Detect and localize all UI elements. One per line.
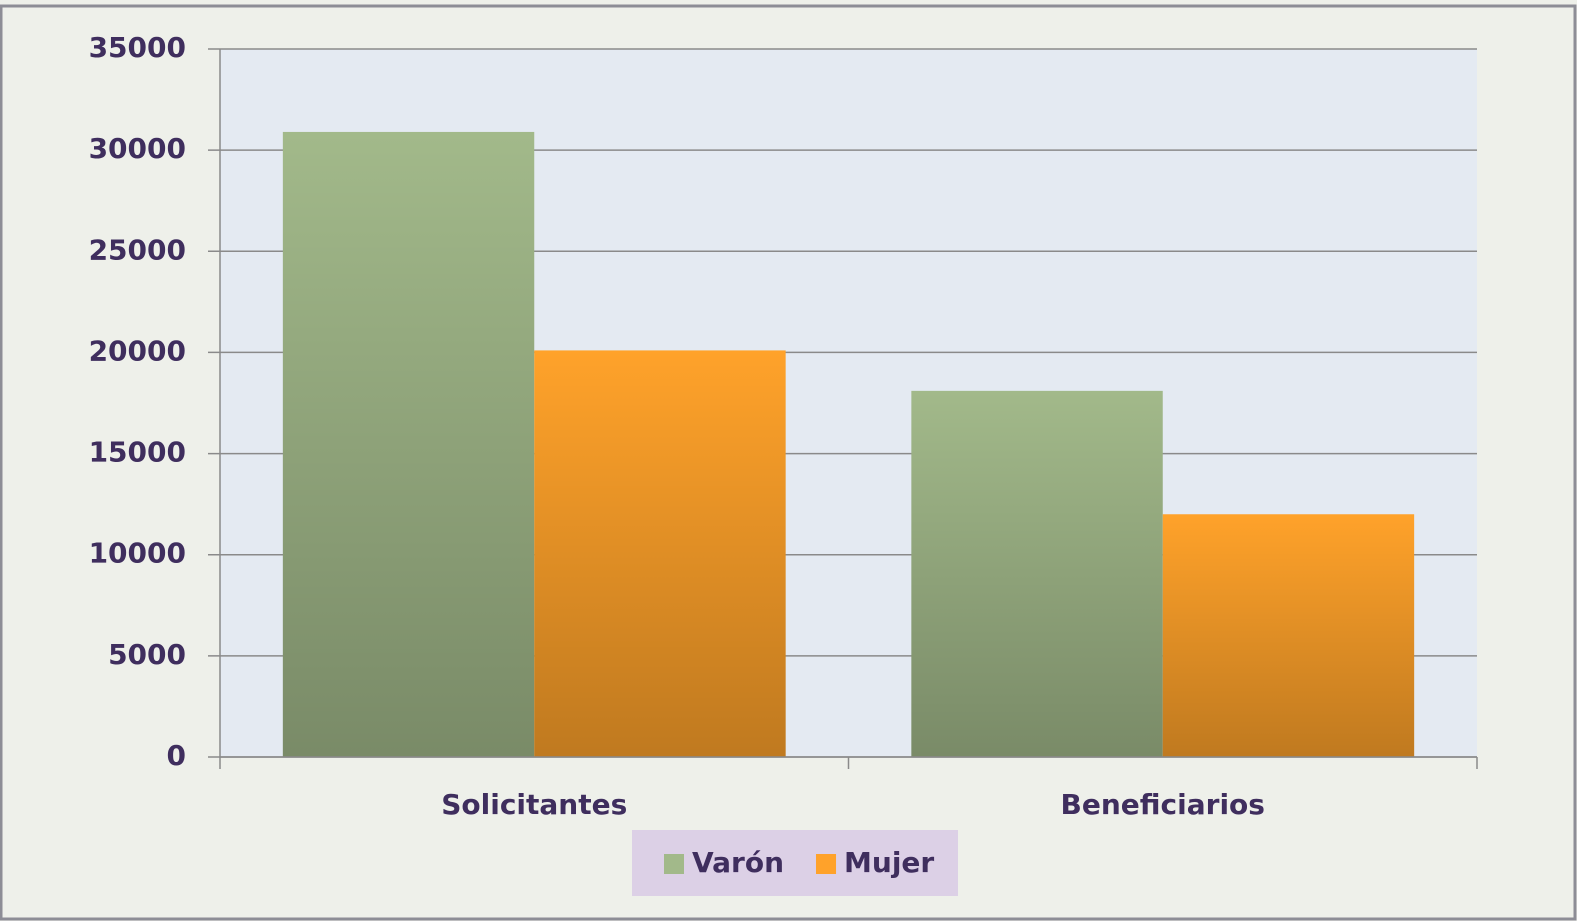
legend-label: Mujer [844,846,934,879]
y-tick-label: 10000 [89,537,186,570]
legend-label: Varón [692,846,784,879]
y-tick-label: 25000 [89,233,186,266]
bar-shade [282,131,535,758]
y-tick-label: 30000 [89,132,186,165]
legend-box [632,830,958,896]
y-tick-label: 5000 [108,638,186,671]
x-tick-label: Solicitantes [441,788,627,821]
y-tick-label: 35000 [89,31,186,64]
x-tick-label: Beneficiarios [1061,788,1265,821]
bar-shade [534,350,786,757]
legend-swatch [816,854,837,874]
bar-shade [911,390,1163,757]
y-tick-label: 0 [167,739,186,772]
y-tick-label: 20000 [89,334,186,367]
bar-shade [1162,514,1415,757]
y-tick-label: 15000 [89,436,186,469]
legend-swatch [664,854,684,874]
